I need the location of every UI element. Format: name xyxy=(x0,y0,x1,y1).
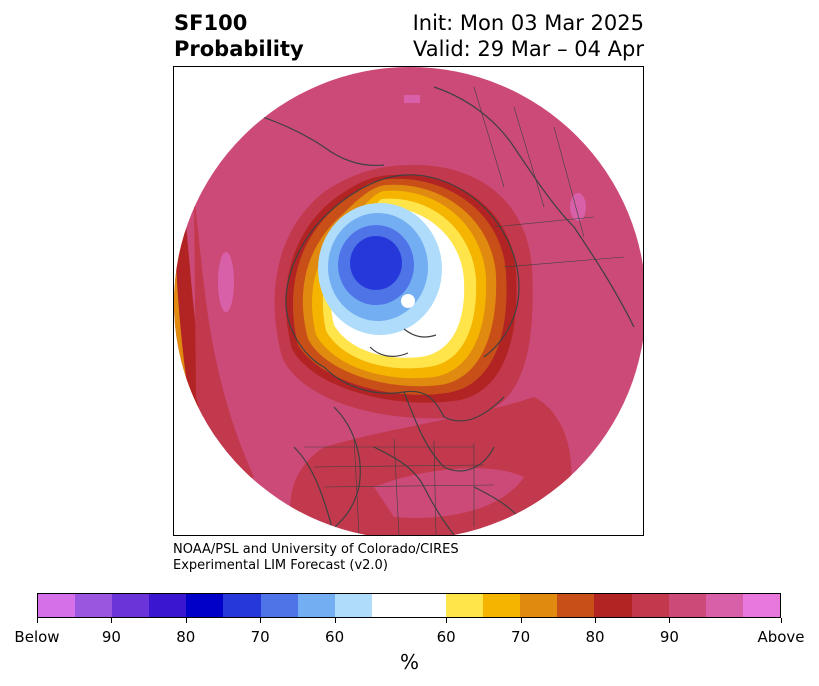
colorbar-tick-mark xyxy=(446,618,448,623)
colorbar-tick-mark xyxy=(37,618,38,623)
above-patch-south xyxy=(374,468,524,518)
colorbar-segment xyxy=(112,594,150,617)
above-90-patch-north xyxy=(404,95,420,103)
polar-projection-map xyxy=(174,67,643,535)
colorbar-segment xyxy=(594,594,632,617)
credit-line-1: NOAA/PSL and University of Colorado/CIRE… xyxy=(173,542,459,557)
colorbar-tick-mark xyxy=(595,618,596,623)
colorbar-tick-label: 60 xyxy=(436,628,456,646)
colorbar-segment xyxy=(260,594,298,617)
colorbar-segment xyxy=(334,594,372,617)
colorbar-tick-mark xyxy=(260,618,262,623)
colorbar-segment xyxy=(446,594,484,617)
colorbar-tick-label: 70 xyxy=(250,628,270,646)
credit-line-2: Experimental LIM Forecast (v2.0) xyxy=(173,558,388,573)
colorbar-segment xyxy=(483,594,521,617)
rim-band-red xyxy=(174,187,234,527)
coastlines xyxy=(233,86,635,535)
title-line-1: SF100 xyxy=(174,11,248,35)
colorbar-tick-label: 60 xyxy=(325,628,345,646)
colorbar-segment xyxy=(186,594,224,617)
colorbar-tick-label: Above xyxy=(757,628,805,646)
colorbar-segment xyxy=(668,594,706,617)
init-date: Init: Mon 03 Mar 2025 xyxy=(412,11,644,35)
colorbar-tick-label: 90 xyxy=(101,628,121,646)
title-line-2: Probability xyxy=(174,37,304,61)
forecast-dates: Init: Mon 03 Mar 2025 Valid: 29 Mar – 04… xyxy=(413,10,644,62)
colorbar-tick-label: Below xyxy=(14,628,60,646)
credit-text: NOAA/PSL and University of Colorado/CIRE… xyxy=(173,542,459,574)
colorbar-tick-mark xyxy=(185,618,187,623)
above-90-patch-west xyxy=(218,252,234,312)
neutral-spot xyxy=(401,294,415,308)
colorbar xyxy=(37,593,781,618)
colorbar-segment xyxy=(38,594,76,617)
above-90-patch-east xyxy=(570,193,586,221)
colorbar-tick-label: 70 xyxy=(511,628,531,646)
colorbar-tick-label: 80 xyxy=(585,628,605,646)
colorbar-segment xyxy=(223,594,261,617)
colorbar-tick-mark xyxy=(781,618,782,623)
colorbar-segment xyxy=(557,594,595,617)
colorbar-segment xyxy=(297,594,335,617)
colorbar-tick-label: 90 xyxy=(659,628,679,646)
colorbar-tick-mark xyxy=(111,618,113,623)
political-borders xyxy=(304,86,625,535)
colorbar-tick-mark xyxy=(520,618,522,623)
valid-dates: Valid: 29 Mar – 04 Apr xyxy=(413,37,644,61)
colorbar-segment xyxy=(371,594,447,617)
rim-band-crimson xyxy=(194,197,254,480)
colorbar-segment xyxy=(75,594,113,617)
colorbar-tick-label: 80 xyxy=(176,628,196,646)
colorbar-tick-mark xyxy=(334,618,336,623)
colorbar-tick-mark xyxy=(669,618,671,623)
colorbar-unit: % xyxy=(399,650,419,674)
colorbar-segment xyxy=(520,594,558,617)
colorbar-segment xyxy=(631,594,669,617)
forecast-map xyxy=(173,66,644,536)
colorbar-segment xyxy=(742,594,780,617)
below-70-zone xyxy=(350,236,402,290)
above-80-south xyxy=(290,397,572,535)
colorbar-segment xyxy=(705,594,743,617)
colorbar-segment xyxy=(149,594,187,617)
map-title: SF100 Probability xyxy=(174,10,304,62)
